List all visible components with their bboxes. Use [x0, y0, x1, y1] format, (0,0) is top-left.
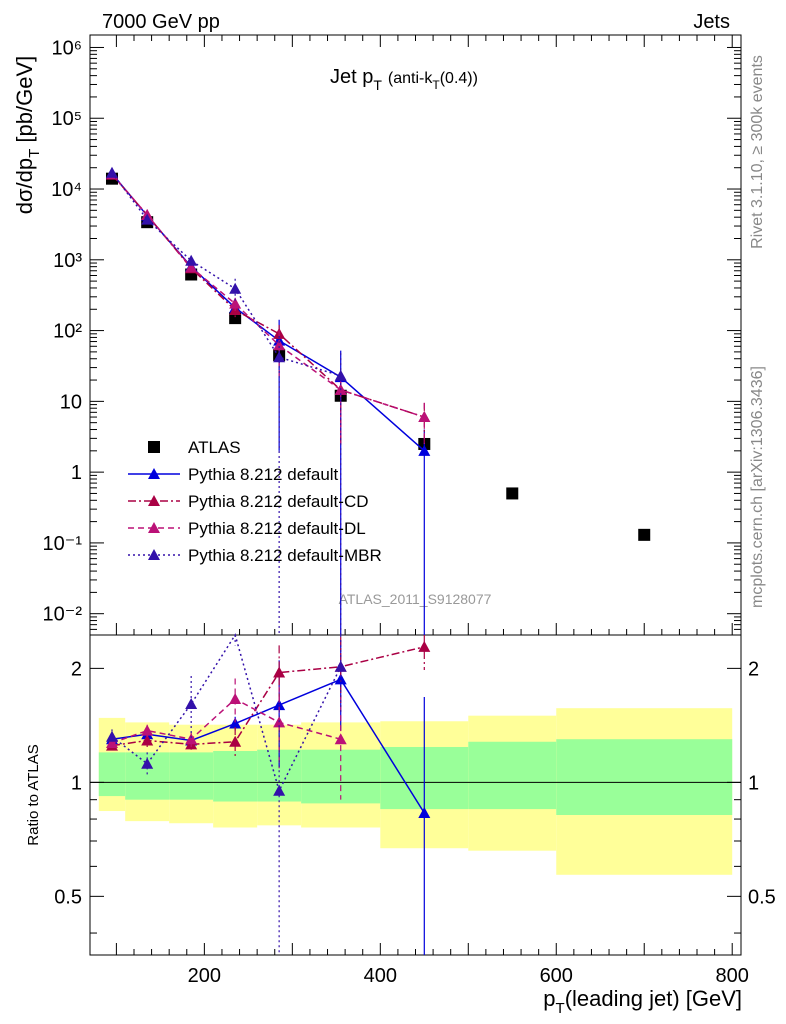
- main-title: Jet pT (anti-kT(0.4)): [330, 66, 478, 93]
- title-sub-t: T: [373, 77, 382, 93]
- series-marker: [105, 166, 118, 178]
- main-series: [105, 166, 651, 635]
- ratio-marker: [185, 698, 198, 710]
- y-tick-label: 10⁴: [51, 179, 82, 201]
- legend-label: Pythia 8.212 default-DL: [188, 519, 366, 538]
- ratio-marker: [141, 734, 154, 746]
- side-label-top: Rivet 3.1.10, ≥ 300k events: [749, 55, 766, 249]
- ratio-marker: [141, 757, 154, 769]
- band-inner: [169, 752, 214, 800]
- ratio-marker: [273, 666, 286, 678]
- y-tick-label: 10²: [53, 321, 82, 343]
- ratio-marker: [334, 733, 347, 745]
- y-tick-label: 1: [71, 462, 82, 484]
- title-radius: (0.4)): [440, 70, 478, 87]
- series-line-dashed: [111, 173, 425, 418]
- y-tick-label: 10⁵: [51, 108, 82, 130]
- ratio-marker: [418, 807, 431, 819]
- series-marker: [418, 411, 431, 423]
- series-marker: [418, 444, 431, 456]
- title-algo: (anti-k: [388, 70, 433, 87]
- legend-marker: [148, 468, 160, 479]
- ratio-ylabel: Ratio to ATLAS: [25, 744, 42, 845]
- tick-labels: 200 400 600 800 10⁻² 10⁻¹ 1 10 10² 10³ 10⁴ 10⁵ 10⁶ 0.…: [43, 37, 776, 987]
- main-ylabel: dσ/dpT [pb/GeV]: [12, 56, 43, 215]
- side-label-bottom: mcplots.cern.ch [arXiv:1306.3436]: [749, 366, 766, 608]
- ratio-marker: [334, 660, 347, 672]
- y-tick-label: 10: [60, 391, 82, 413]
- y-tick-label: 10⁻²: [43, 604, 83, 626]
- ratio-bands: [90, 708, 741, 875]
- ratio-marker: [185, 733, 198, 745]
- atlas-point: [229, 312, 242, 325]
- y-tick-label: 10³: [53, 250, 82, 272]
- series-marker: [141, 213, 154, 225]
- ratio-marker: [141, 724, 154, 736]
- y-tick-label: 10⁻¹: [43, 533, 83, 555]
- legend-marker: [148, 522, 160, 533]
- x-tick-label: 400: [364, 965, 397, 987]
- x-tick-label: 200: [188, 965, 221, 987]
- ratio-marker: [418, 640, 431, 652]
- ratio-marker: [273, 784, 286, 796]
- ratio-xlabel: pT(leading jet) [GeV]: [543, 986, 742, 1017]
- atlas-point: [638, 528, 651, 541]
- series-marker: [334, 369, 347, 381]
- header-left: 7000 GeV pp: [102, 11, 220, 33]
- series-line-dotted: [111, 172, 341, 377]
- atlas-point: [506, 487, 519, 500]
- ratio-marker: [334, 673, 347, 685]
- legend: ATLAS Pythia 8.212 default Pythia 8.212 de…: [128, 438, 382, 565]
- x-tick-label: 600: [540, 965, 573, 987]
- series-marker: [185, 254, 198, 266]
- legend-label: Pythia 8.212 default: [188, 465, 339, 484]
- ratio-y-tick-label: 2: [71, 658, 82, 680]
- legend-marker: [148, 549, 160, 560]
- band-inner: [213, 751, 258, 802]
- title-sub-t2: T: [432, 78, 440, 92]
- ratio-line-dotted: [111, 633, 342, 793]
- ratio-y-tick-label-right: 1: [748, 772, 759, 794]
- band-inner: [556, 739, 733, 815]
- ratio-series: [105, 633, 431, 955]
- series-line-solid: [111, 173, 425, 452]
- band-inner: [468, 741, 557, 810]
- ratio-marker: [229, 735, 242, 747]
- ratio-y-tick-label-right: 2: [748, 658, 759, 680]
- axis-ticks: [90, 35, 741, 955]
- series-marker: [229, 282, 242, 294]
- ratio-marker: [105, 737, 118, 749]
- watermark: ATLAS_2011_S9128077: [339, 591, 492, 607]
- band-inner: [98, 752, 126, 797]
- title-jet: Jet p: [330, 66, 373, 88]
- series-line-dashdot: [111, 174, 425, 418]
- series-marker: [229, 297, 242, 309]
- y-tick-label: 10⁶: [52, 37, 82, 59]
- ratio-marker: [105, 730, 118, 742]
- ratio-marker: [229, 693, 242, 705]
- ratio-y-tick-label: 0.5: [54, 886, 82, 908]
- legend-label: Pythia 8.212 default-CD: [188, 492, 369, 511]
- series-marker: [185, 261, 198, 273]
- main-panel-frame: [89, 34, 742, 636]
- header-right: Jets: [693, 11, 730, 33]
- series-marker: [273, 339, 286, 351]
- legend-marker-atlas: [148, 441, 160, 453]
- series-marker: [273, 351, 286, 363]
- legend-marker: [148, 495, 160, 506]
- ratio-y-tick-label: 1: [71, 772, 82, 794]
- legend-label: Pythia 8.212 default-MBR: [188, 546, 382, 565]
- x-tick-label: 800: [716, 965, 749, 987]
- ratio-marker: [229, 717, 242, 729]
- ratio-line-dashed: [111, 698, 341, 744]
- ratio-y-tick-label-right: 0.5: [748, 886, 776, 908]
- legend-label: ATLAS: [188, 438, 241, 457]
